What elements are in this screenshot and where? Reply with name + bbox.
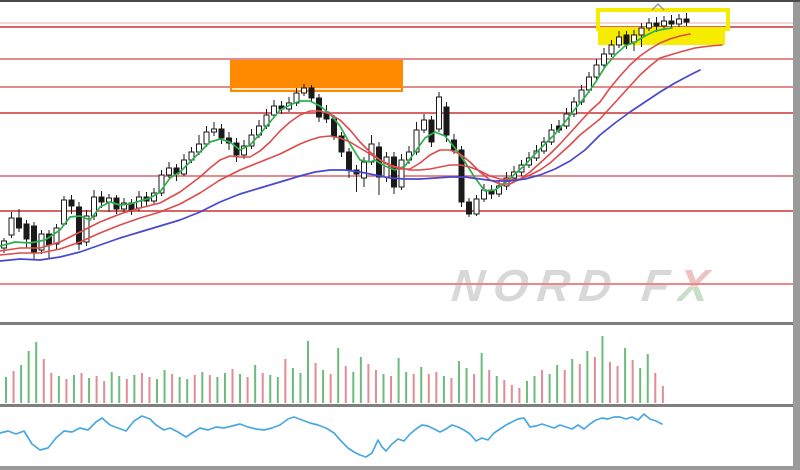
- window-right-border: [793, 2, 800, 470]
- window-bottom-border: [0, 466, 793, 470]
- candles-layer: [1, 13, 690, 260]
- volume-bars-layer: [5, 336, 664, 403]
- price-chart-svg[interactable]: [0, 2, 793, 322]
- price-chart-panel[interactable]: NORD FX X: [0, 2, 793, 322]
- panel-separator-volume[interactable]: [0, 322, 793, 325]
- moving-averages-layer: [0, 27, 723, 262]
- ma-slow-red: [0, 44, 723, 256]
- oscillator-svg[interactable]: [0, 407, 793, 466]
- ma-fast-green: [0, 27, 673, 247]
- top-marker-icon: [651, 2, 665, 11]
- oscillator-line: [0, 413, 663, 458]
- orange-zone-rect[interactable]: [230, 60, 403, 92]
- yellow-filled-box[interactable]: [598, 29, 725, 45]
- volume-panel[interactable]: [0, 325, 793, 404]
- ma-slowest-blue: [0, 69, 701, 262]
- panel-separator-oscillator[interactable]: [0, 404, 793, 407]
- oscillator-panel[interactable]: [0, 407, 793, 466]
- volume-svg[interactable]: [0, 325, 793, 404]
- ma-mid-red: [0, 33, 691, 252]
